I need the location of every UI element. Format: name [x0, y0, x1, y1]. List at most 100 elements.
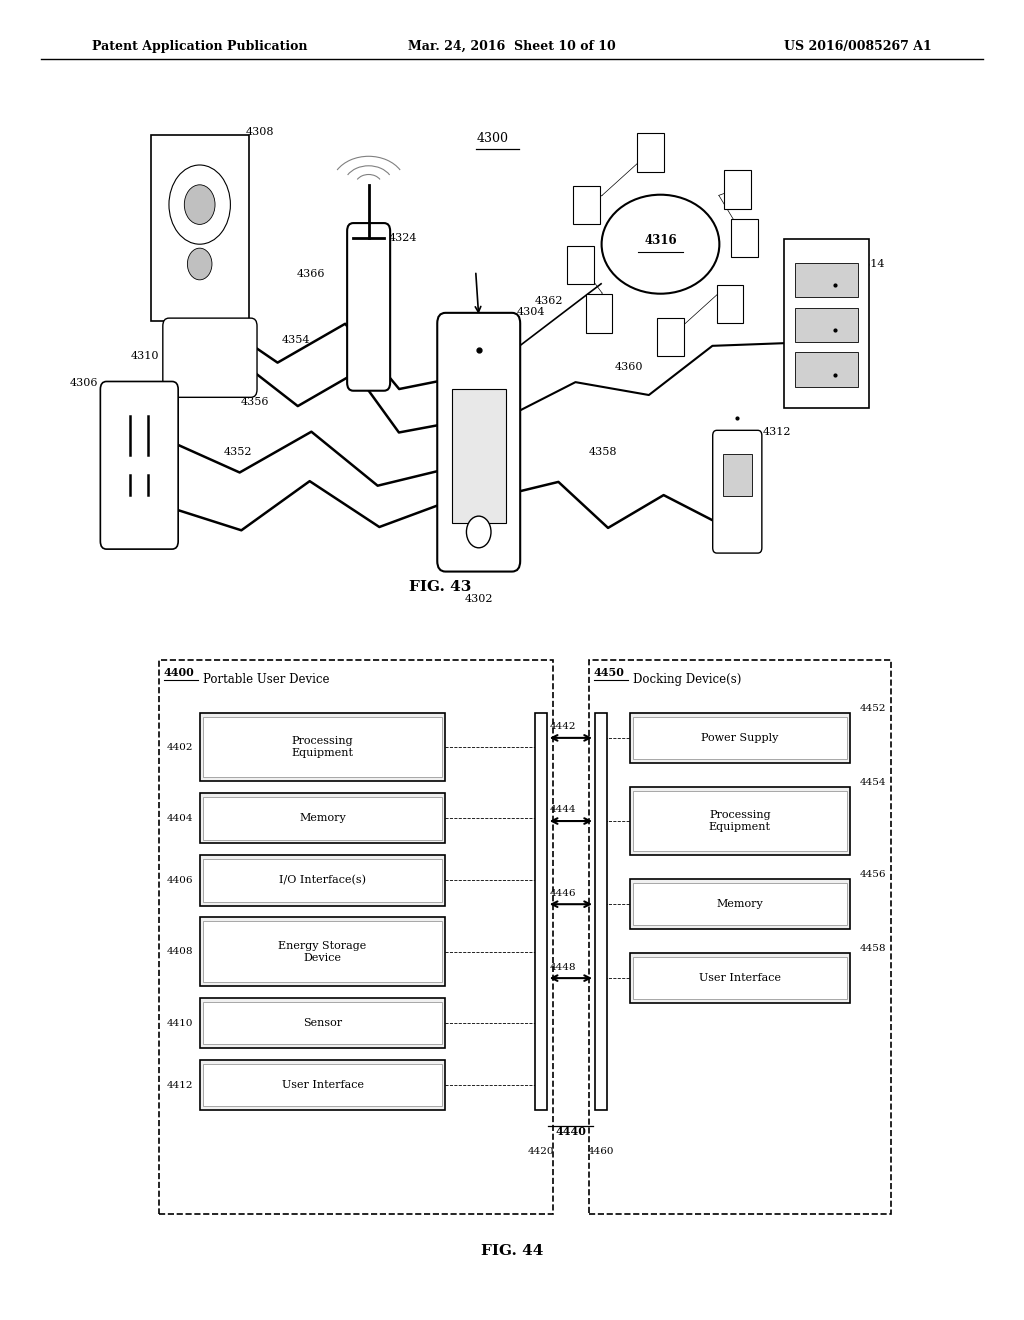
- Text: 4324: 4324: [389, 232, 418, 243]
- Text: 4314: 4314: [857, 259, 886, 269]
- Text: 4406: 4406: [167, 876, 194, 884]
- Bar: [200, 855, 445, 906]
- Circle shape: [467, 516, 492, 548]
- Text: 4412: 4412: [167, 1081, 194, 1089]
- FancyBboxPatch shape: [163, 318, 257, 397]
- Bar: [630, 879, 850, 929]
- Text: User Interface: User Interface: [282, 1080, 364, 1090]
- FancyBboxPatch shape: [657, 318, 684, 356]
- Text: 4366: 4366: [297, 269, 326, 280]
- Circle shape: [187, 248, 212, 280]
- Text: 4302: 4302: [465, 594, 493, 605]
- Text: 4306: 4306: [70, 378, 98, 388]
- FancyBboxPatch shape: [723, 454, 752, 496]
- Text: 4316: 4316: [644, 234, 677, 247]
- Text: 4446: 4446: [550, 888, 577, 898]
- Text: 4356: 4356: [241, 397, 269, 408]
- Text: 4442: 4442: [550, 722, 577, 731]
- FancyBboxPatch shape: [784, 239, 869, 408]
- FancyBboxPatch shape: [586, 294, 612, 333]
- FancyBboxPatch shape: [637, 133, 664, 172]
- Ellipse shape: [601, 194, 719, 294]
- Circle shape: [184, 185, 215, 224]
- Bar: [203, 797, 442, 840]
- FancyBboxPatch shape: [100, 381, 178, 549]
- Text: 4300: 4300: [476, 132, 508, 145]
- Bar: [633, 791, 847, 851]
- Text: 4404: 4404: [167, 814, 194, 822]
- Text: Energy Storage
Device: Energy Storage Device: [279, 941, 367, 962]
- Text: 4352: 4352: [223, 447, 252, 458]
- Text: 4358: 4358: [589, 447, 617, 458]
- Text: Power Supply: Power Supply: [701, 733, 778, 743]
- Text: 4308: 4308: [246, 127, 274, 137]
- FancyBboxPatch shape: [347, 223, 390, 391]
- Bar: [630, 787, 850, 855]
- Bar: [595, 713, 607, 1110]
- Text: 4448: 4448: [550, 962, 577, 972]
- Text: 4420: 4420: [527, 1147, 554, 1156]
- Text: 4450: 4450: [594, 667, 625, 677]
- FancyBboxPatch shape: [795, 352, 858, 387]
- Text: FIG. 44: FIG. 44: [481, 1245, 543, 1258]
- Circle shape: [169, 165, 230, 244]
- FancyBboxPatch shape: [795, 263, 858, 297]
- FancyBboxPatch shape: [717, 285, 743, 323]
- Bar: [200, 713, 445, 781]
- Bar: [630, 953, 850, 1003]
- Text: FIG. 43: FIG. 43: [410, 581, 471, 594]
- Bar: [203, 859, 442, 902]
- FancyBboxPatch shape: [573, 186, 600, 224]
- FancyBboxPatch shape: [452, 389, 506, 523]
- Bar: [200, 998, 445, 1048]
- Bar: [535, 713, 547, 1110]
- FancyBboxPatch shape: [724, 170, 751, 209]
- FancyBboxPatch shape: [151, 135, 249, 321]
- Text: Sensor: Sensor: [303, 1018, 342, 1028]
- Bar: [633, 717, 847, 759]
- Text: 4456: 4456: [859, 870, 886, 879]
- Bar: [203, 1002, 442, 1044]
- Text: Portable User Device: Portable User Device: [203, 673, 330, 686]
- Bar: [203, 717, 442, 777]
- Bar: [630, 713, 850, 763]
- Text: 4410: 4410: [167, 1019, 194, 1027]
- Bar: [200, 1060, 445, 1110]
- FancyBboxPatch shape: [713, 430, 762, 553]
- Text: Processing
Equipment: Processing Equipment: [292, 737, 353, 758]
- Text: 4304: 4304: [517, 306, 546, 317]
- Text: Mar. 24, 2016  Sheet 10 of 10: Mar. 24, 2016 Sheet 10 of 10: [409, 40, 615, 53]
- Text: 4440: 4440: [555, 1126, 587, 1137]
- Bar: [200, 917, 445, 986]
- Text: 4452: 4452: [859, 704, 886, 713]
- Text: 4310: 4310: [130, 351, 159, 362]
- Text: User Interface: User Interface: [698, 973, 781, 983]
- Bar: [589, 660, 891, 1214]
- FancyBboxPatch shape: [437, 313, 520, 572]
- Text: Processing
Equipment: Processing Equipment: [709, 810, 771, 832]
- Text: 4444: 4444: [550, 805, 577, 814]
- Text: 4360: 4360: [614, 362, 643, 372]
- Text: 4312: 4312: [763, 426, 792, 437]
- Text: Docking Device(s): Docking Device(s): [633, 673, 741, 686]
- Text: Patent Application Publication: Patent Application Publication: [92, 40, 307, 53]
- Text: US 2016/0085267 A1: US 2016/0085267 A1: [784, 40, 932, 53]
- Text: 4402: 4402: [167, 743, 194, 751]
- Bar: [200, 793, 445, 843]
- Text: I/O Interface(s): I/O Interface(s): [280, 875, 366, 886]
- Text: 4408: 4408: [167, 948, 194, 956]
- FancyBboxPatch shape: [795, 308, 858, 342]
- Bar: [203, 1064, 442, 1106]
- Text: 4400: 4400: [164, 667, 195, 677]
- FancyBboxPatch shape: [567, 246, 594, 284]
- Text: 4454: 4454: [859, 777, 886, 787]
- Bar: [633, 957, 847, 999]
- Bar: [203, 921, 442, 982]
- Text: 4458: 4458: [859, 944, 886, 953]
- Bar: [159, 660, 553, 1214]
- Text: 4460: 4460: [588, 1147, 614, 1156]
- Text: Memory: Memory: [717, 899, 763, 909]
- Text: 4354: 4354: [282, 335, 310, 346]
- Bar: [633, 883, 847, 925]
- Text: 4362: 4362: [535, 296, 563, 306]
